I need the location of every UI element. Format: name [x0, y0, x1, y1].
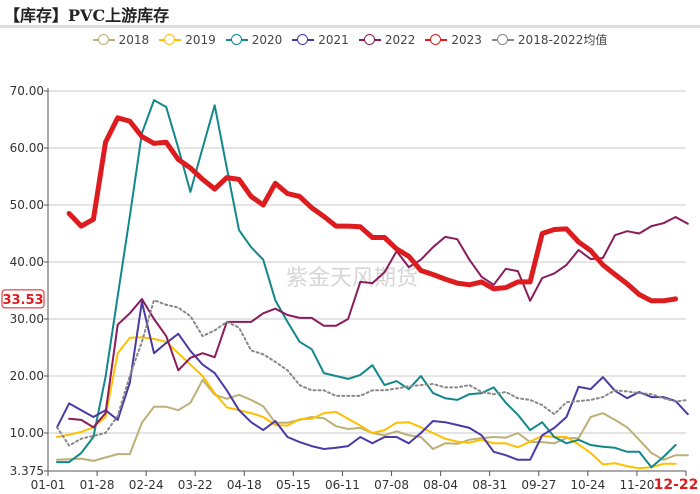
- legend-item[interactable]: 2019: [159, 33, 216, 47]
- legend-circle-icon: [92, 33, 115, 46]
- x-tick-label: 10-24: [570, 478, 605, 492]
- legend-label: 2018: [118, 32, 150, 47]
- x-tick-label: 04-18: [227, 478, 262, 492]
- series-line-2018: [56, 379, 689, 462]
- legend-circle-icon: [159, 33, 182, 46]
- legend-label: 2022: [384, 32, 416, 47]
- y-tick-label: 50.00: [10, 198, 44, 212]
- y-tick-label: 30.00: [10, 312, 44, 326]
- y-tick-label: 60.00: [10, 141, 44, 155]
- legend: 2018 2019 2020 2021 2022 2023 2018-2022均值: [0, 31, 700, 49]
- y-tick-label: 40.00: [10, 255, 44, 269]
- x-tick-label: 12-22: [654, 477, 699, 493]
- watermark: 紫金天风期货: [286, 266, 418, 291]
- y-tick-label: 20.00: [10, 369, 44, 383]
- title-divider: [0, 25, 700, 28]
- chart-title: 【库存】PVC上游库存: [4, 6, 170, 25]
- series-line-2020: [56, 99, 677, 469]
- legend-item[interactable]: 2022: [358, 32, 416, 47]
- x-tick-label: 05-15: [276, 478, 311, 492]
- x-tick-label: 08-31: [472, 478, 507, 492]
- series-line-2022: [68, 216, 689, 429]
- legend-item[interactable]: 2023: [425, 33, 482, 47]
- y-tick-label: 3.375: [10, 464, 44, 478]
- legend-circle-icon: [358, 33, 381, 46]
- x-tick-label: 09-27: [521, 478, 556, 492]
- legend-circle-icon: [491, 33, 514, 46]
- series-line-2019: [56, 336, 677, 470]
- legend-circle-icon: [292, 33, 315, 46]
- legend-label: 2023: [451, 32, 482, 47]
- legend-item[interactable]: 2021: [292, 33, 349, 47]
- x-tick-label: 02-24: [129, 478, 164, 492]
- x-tick-label: 01-01: [31, 478, 66, 492]
- series-line-2018-2022均值: [56, 299, 689, 447]
- x-tick-label: 08-04: [423, 478, 458, 492]
- series-line-2023: [66, 115, 679, 304]
- legend-item[interactable]: 2020: [225, 32, 283, 47]
- y-tick-label: 10.00: [10, 426, 44, 440]
- legend-label: 2018-2022均值: [517, 33, 608, 47]
- legend-item[interactable]: 2018-2022均值: [491, 31, 608, 48]
- x-tick-label: 11-20: [619, 478, 654, 492]
- y-tick-label: 70.00: [10, 84, 44, 98]
- x-tick-label: 07-08: [374, 478, 409, 492]
- x-tick-label: 01-28: [80, 478, 115, 492]
- legend-item[interactable]: 2018: [92, 32, 150, 47]
- legend-circle-icon: [425, 33, 448, 46]
- x-tick-label: 06-11: [325, 478, 360, 492]
- legend-circle-icon: [225, 33, 248, 46]
- legend-label: 2019: [185, 32, 216, 47]
- series-line-2021: [56, 300, 689, 461]
- legend-label: 2020: [251, 32, 283, 47]
- x-tick-label: 03-22: [178, 478, 213, 492]
- current-value-badge: [1, 289, 45, 309]
- legend-label: 2021: [318, 32, 349, 47]
- current-value-label: 33.53: [2, 293, 43, 308]
